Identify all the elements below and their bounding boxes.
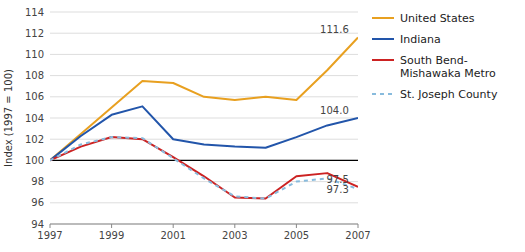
series-line: [50, 137, 358, 198]
x-tick: [234, 224, 235, 228]
y-tick-label: 110: [25, 49, 44, 60]
y-tick-label: 96: [31, 197, 44, 208]
plot-area: [50, 37, 358, 198]
grid-line: [50, 160, 358, 161]
legend-swatch: [372, 93, 394, 95]
y-tick-label: 108: [25, 70, 44, 81]
x-tick: [358, 224, 359, 228]
legend-label: United States: [400, 12, 475, 25]
legend-swatch: [372, 17, 394, 19]
grid-line: [50, 224, 358, 225]
annotation: 97.3: [326, 184, 348, 195]
grid-line: [50, 202, 358, 203]
grid-line: [50, 139, 358, 140]
y-tick-label: 94: [31, 219, 44, 230]
x-tick: [296, 224, 297, 228]
annotation: 111.6: [320, 24, 349, 35]
legend-label: Indiana: [400, 33, 441, 46]
x-tick-label: 1999: [99, 230, 124, 241]
legend-label-line: South Bend-: [400, 54, 468, 67]
annotation: 104.0: [320, 105, 349, 116]
x-tick-label: 2001: [160, 230, 185, 241]
x-tick: [111, 224, 112, 228]
y-tick-label: 98: [31, 176, 44, 187]
legend-swatch: [372, 38, 394, 40]
y-axis-label: Index (1997 = 100): [3, 69, 14, 167]
y-tick-label: 106: [25, 91, 44, 102]
y-tick-label: 112: [25, 28, 44, 39]
grid-line: [50, 54, 358, 55]
y-tick-label: 100: [25, 155, 44, 166]
x-tick: [173, 224, 174, 228]
legend-swatch: [372, 59, 394, 61]
x-tick: [50, 224, 51, 228]
y-tick-label: 114: [25, 7, 44, 18]
grid-line: [50, 181, 358, 182]
y-tick-label: 102: [25, 134, 44, 145]
series-line: [50, 106, 358, 160]
grid-line: [50, 118, 358, 119]
x-tick-label: 2007: [345, 230, 370, 241]
series-line: [50, 137, 358, 198]
chart: 94 96 98 100 102 104 106 108 110 112 114 1997 1999 20…: [0, 0, 525, 252]
y-grid: [50, 12, 358, 224]
legend: United States Indiana South Bend-Mishawaka…: [372, 12, 498, 101]
grid-line: [50, 75, 358, 76]
grid-line: [50, 12, 358, 13]
legend-label: St. Joseph County: [400, 88, 498, 101]
y-tick-label: 104: [25, 113, 44, 124]
legend-label-line: Indiana: [400, 33, 441, 46]
legend-label-line: Mishawaka Metro: [400, 67, 496, 80]
x-tick-label: 1997: [37, 230, 62, 241]
grid-line: [50, 33, 358, 34]
x-tick-label: 2005: [284, 230, 309, 241]
legend-label-line: United States: [400, 12, 475, 25]
legend-label: South Bend-Mishawaka Metro: [400, 54, 496, 80]
x-tick-label: 2003: [222, 230, 247, 241]
x-axis-line: [50, 224, 358, 225]
legend-label-line: St. Joseph County: [400, 88, 498, 101]
reference-line: [50, 160, 358, 161]
